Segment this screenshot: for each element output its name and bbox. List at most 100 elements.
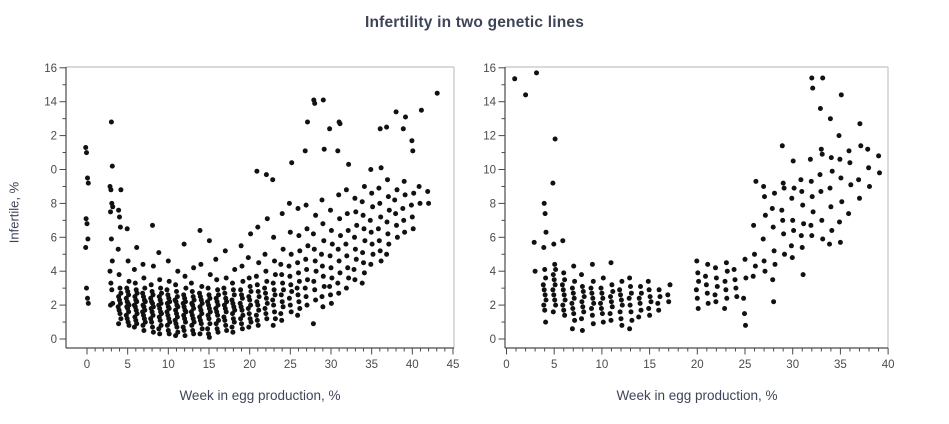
data-point: [713, 299, 719, 305]
data-point: [248, 289, 254, 294]
data-point: [141, 328, 147, 333]
x-tick-label: 25: [739, 359, 752, 371]
scatter-plot-right: 0 5 10 15 20 25 30 35 40 0 2 4 6 8 10 12 14 16: [483, 63, 894, 371]
data-point: [263, 311, 269, 317]
data-point: [857, 195, 862, 201]
data-point: [141, 275, 147, 281]
data-point: [262, 285, 268, 291]
data-point: [272, 316, 278, 322]
data-point: [571, 263, 577, 269]
data-point: [750, 273, 756, 279]
data-point: [245, 306, 251, 311]
data-point: [329, 275, 335, 281]
data-point: [780, 217, 786, 223]
data-point: [384, 251, 390, 257]
data-point: [304, 226, 310, 232]
data-point: [336, 192, 342, 198]
data-point: [781, 231, 787, 237]
data-point: [695, 270, 701, 276]
data-point: [846, 148, 852, 154]
data-point: [206, 316, 212, 322]
data-point: [820, 236, 826, 242]
data-point: [245, 255, 251, 261]
data-point: [542, 292, 548, 298]
data-point: [375, 226, 381, 232]
data-point: [636, 295, 642, 301]
data-point: [867, 184, 872, 189]
data-point: [857, 121, 863, 127]
data-point: [246, 311, 252, 317]
data-point: [328, 292, 333, 298]
data-point: [542, 307, 548, 313]
data-point: [600, 319, 606, 325]
data-point: [580, 304, 586, 310]
data-point: [378, 214, 384, 220]
data-point: [337, 270, 343, 276]
data-point: [108, 236, 114, 242]
data-point: [239, 321, 244, 327]
data-point: [296, 233, 302, 239]
data-point: [780, 180, 786, 186]
data-point: [321, 146, 327, 152]
data-point: [760, 236, 766, 242]
data-point: [402, 229, 408, 235]
y-tick-label: 10: [483, 165, 496, 177]
data-point: [762, 212, 768, 218]
data-point: [827, 185, 833, 191]
data-point: [752, 251, 757, 257]
data-point: [647, 312, 653, 318]
data-point: [541, 302, 547, 308]
data-point: [600, 295, 606, 301]
data-point: [255, 289, 261, 294]
data-point: [810, 85, 816, 91]
data-point: [221, 285, 227, 291]
data-point: [109, 287, 115, 293]
data-point: [117, 214, 122, 220]
data-point: [819, 151, 825, 157]
data-point: [403, 114, 408, 120]
data-point: [304, 267, 310, 272]
data-point: [353, 209, 359, 215]
data-point: [619, 322, 625, 328]
data-point: [223, 275, 229, 281]
data-point: [223, 322, 229, 328]
data-point: [619, 278, 625, 284]
data-point: [361, 270, 367, 276]
data-point: [346, 161, 352, 167]
data-point: [354, 222, 360, 228]
data-point: [199, 284, 205, 289]
data-point: [368, 261, 374, 267]
data-point: [570, 306, 576, 311]
data-point: [789, 195, 795, 201]
data-point: [173, 282, 179, 288]
data-point: [116, 321, 122, 327]
data-point: [253, 312, 259, 318]
data-point: [271, 302, 277, 308]
data-point: [800, 202, 806, 208]
data-point: [131, 324, 137, 330]
data-point: [817, 106, 823, 111]
data-point: [165, 258, 171, 264]
data-point: [280, 246, 286, 252]
data-point: [714, 284, 720, 289]
data-point: [107, 268, 113, 274]
data-point: [394, 234, 400, 240]
data-point: [278, 292, 284, 298]
data-point: [724, 268, 730, 274]
data-point: [627, 326, 633, 332]
data-point: [224, 328, 230, 333]
data-point: [562, 297, 568, 303]
data-point: [400, 126, 406, 132]
data-point: [313, 212, 319, 218]
data-point: [666, 299, 672, 305]
data-point: [628, 309, 634, 315]
data-point: [550, 309, 556, 315]
data-point: [360, 212, 366, 218]
data-point: [207, 321, 213, 327]
data-point: [829, 168, 835, 174]
data-point: [839, 199, 845, 205]
data-point: [703, 282, 709, 288]
data-point: [561, 307, 567, 313]
data-point: [799, 189, 805, 194]
x-tick-label: 40: [882, 359, 895, 371]
